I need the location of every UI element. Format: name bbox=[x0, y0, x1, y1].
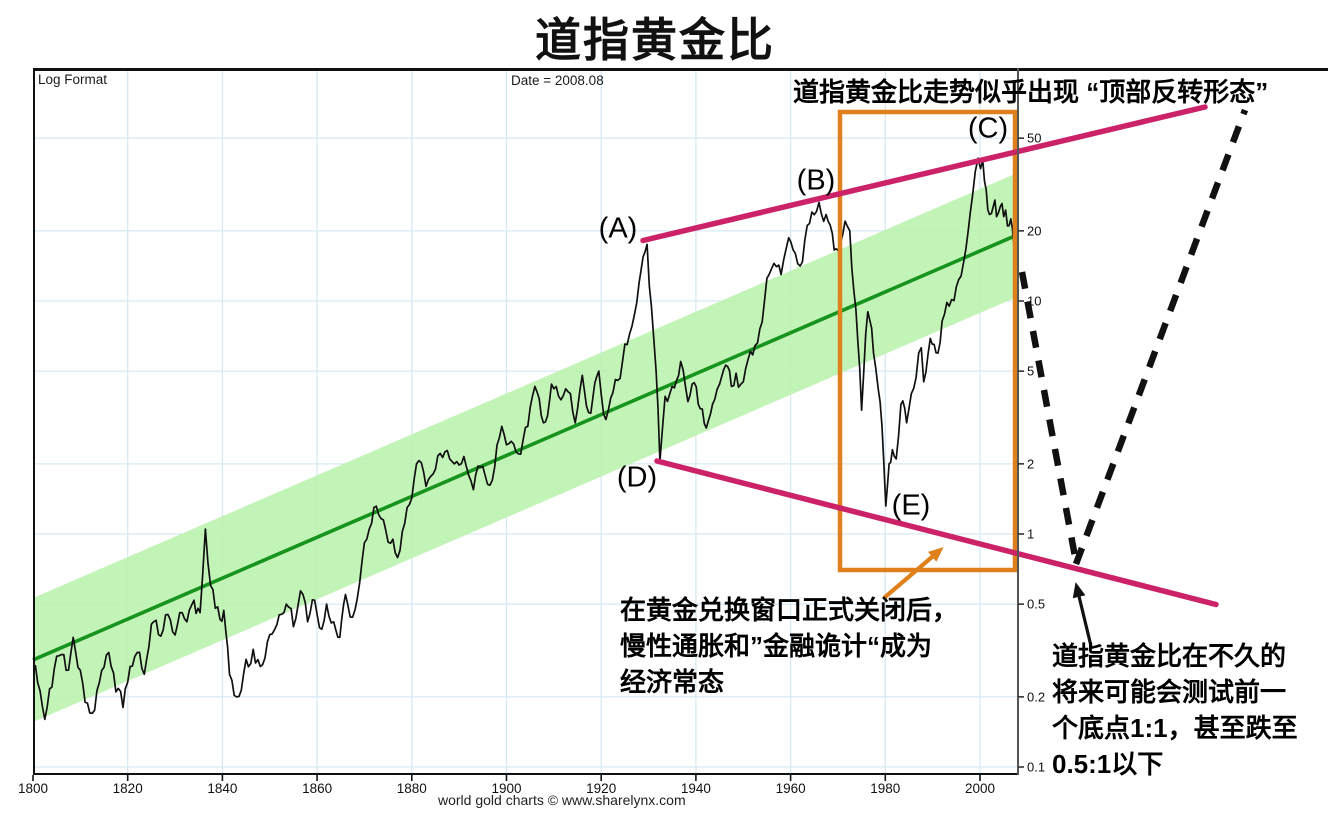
trendline bbox=[654, 458, 1219, 608]
point-label-d: (D) bbox=[616, 461, 658, 494]
x-tick-label: 1860 bbox=[302, 781, 333, 796]
projection-dashed-line bbox=[1072, 108, 1249, 566]
x-tick-label: 1940 bbox=[680, 781, 711, 796]
point-label-c: (C) bbox=[967, 112, 1009, 145]
highlight-box bbox=[837, 109, 1018, 573]
y-tick-label: 0.2 bbox=[1027, 689, 1046, 705]
top-reversal-annotation: 道指黄金比走势似乎出现 “顶部反转形态” bbox=[793, 77, 1269, 107]
y-tick-label: 50 bbox=[1027, 130, 1042, 146]
future-test-annotation-line4: 0.5:1以下 bbox=[1052, 749, 1164, 779]
point-label-e: (E) bbox=[891, 489, 931, 522]
future-test-annotation: 道指黄金比在不久的 将来可能会测试前一 个底点1:1，甚至跌至 0.5:1以下 bbox=[1052, 638, 1298, 782]
annotation-arrow-shaft bbox=[1075, 587, 1093, 647]
x-tick-label: 1920 bbox=[586, 781, 617, 796]
gold-window-annotation-line1: 在黄金兑换窗口正式关闭后， bbox=[620, 595, 959, 625]
page-title: 道指黄金比 bbox=[535, 14, 775, 66]
annotation-arrow-shaft bbox=[882, 549, 941, 600]
price-line bbox=[32, 157, 1020, 721]
projection-dashed-line bbox=[1018, 271, 1080, 563]
log-format-label: Log Format bbox=[38, 72, 108, 87]
y-tick-label: 1 bbox=[1027, 526, 1035, 542]
trendline bbox=[640, 104, 1208, 244]
x-tick-label: 1980 bbox=[870, 781, 901, 796]
trend-channel-centerline bbox=[32, 232, 1019, 662]
x-tick-label: 1820 bbox=[112, 781, 143, 796]
future-test-annotation-line1: 道指黄金比在不久的 bbox=[1052, 641, 1287, 671]
gold-window-annotation-line3: 经济常态 bbox=[620, 667, 725, 697]
x-tick-label: 1960 bbox=[775, 781, 806, 796]
annotation-arrow-head bbox=[927, 547, 944, 562]
y-tick-label: 5 bbox=[1027, 363, 1035, 379]
y-tick-label: 20 bbox=[1027, 223, 1042, 239]
x-tick-label: 1880 bbox=[396, 781, 427, 796]
x-tick-label: 2000 bbox=[964, 781, 996, 796]
y-tick-label: 0.1 bbox=[1027, 759, 1046, 775]
future-test-annotation-line3: 个底点1:1，甚至跌至 bbox=[1052, 713, 1298, 743]
annotation-arrow-head bbox=[1072, 582, 1086, 599]
point-label-a: (A) bbox=[598, 212, 638, 245]
attribution-label: world gold charts © www.sharelynx.com bbox=[438, 792, 686, 808]
point-label-b: (B) bbox=[796, 164, 836, 197]
gold-window-annotation-line2: 慢性通胀和”金融诡计“成为 bbox=[620, 631, 933, 661]
x-tick-label: 1840 bbox=[207, 781, 238, 796]
x-tick-label: 1800 bbox=[17, 781, 49, 796]
future-test-annotation-line2: 将来可能会测试前一 bbox=[1052, 677, 1287, 707]
y-tick-label: 0.5 bbox=[1027, 596, 1046, 612]
gold-window-annotation: 在黄金兑换窗口正式关闭后， 慢性通胀和”金融诡计“成为 经济常态 bbox=[620, 592, 958, 700]
date-label: Date = 2008.08 bbox=[511, 73, 604, 88]
y-tick-label: 2 bbox=[1027, 456, 1035, 472]
x-tick-label: 1900 bbox=[491, 781, 522, 796]
y-tick-label: 10 bbox=[1027, 293, 1042, 309]
